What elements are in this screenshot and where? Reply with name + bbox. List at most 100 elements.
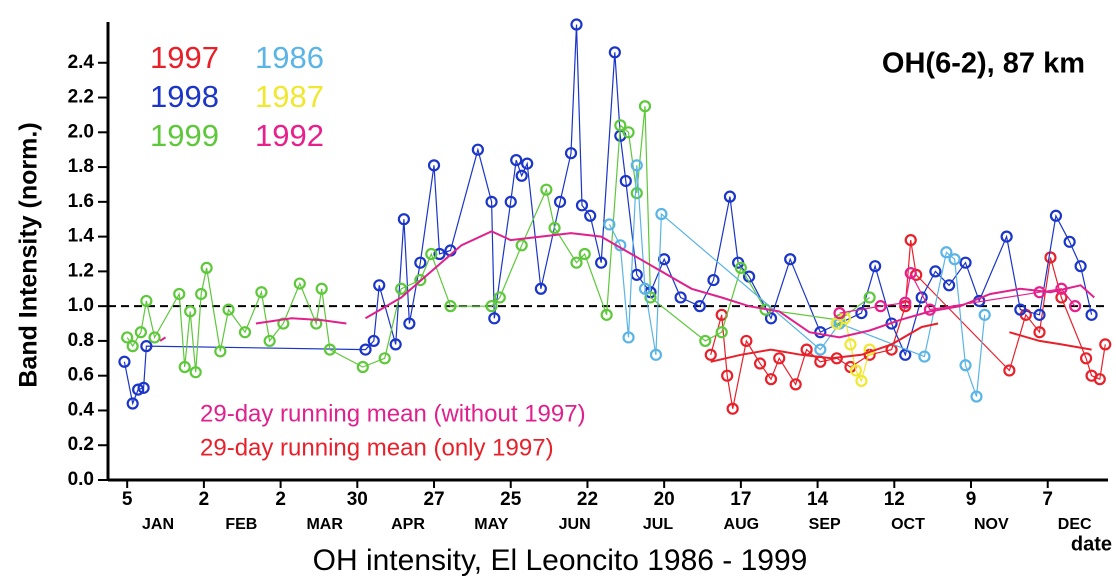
data-point bbox=[734, 261, 747, 275]
data-point bbox=[148, 331, 161, 344]
data-point bbox=[655, 207, 668, 221]
data-point bbox=[178, 360, 191, 374]
data-point bbox=[674, 291, 687, 304]
data-point bbox=[638, 282, 652, 295]
data-point bbox=[869, 260, 882, 273]
data-point bbox=[403, 317, 416, 330]
data-point bbox=[564, 147, 578, 160]
y-tick-label: 2.2 bbox=[68, 87, 94, 108]
data-point bbox=[929, 265, 942, 278]
series-line bbox=[123, 24, 1093, 406]
running-mean-legend: 29-day running mean (only 1997) bbox=[200, 434, 554, 461]
data-point bbox=[578, 247, 591, 261]
data-point bbox=[600, 308, 613, 321]
data-point bbox=[121, 331, 134, 344]
y-tick-label: 1.8 bbox=[68, 156, 94, 177]
data-point bbox=[137, 381, 150, 394]
y-tick-label: 0.2 bbox=[68, 434, 94, 455]
x-tick-label: 30 bbox=[347, 489, 368, 510]
data-point bbox=[940, 246, 953, 259]
x-tick-label: 20 bbox=[654, 489, 675, 510]
data-point bbox=[833, 307, 846, 320]
data-point bbox=[715, 326, 728, 339]
month-label: MAY bbox=[474, 516, 508, 533]
x-tick-label: 2 bbox=[275, 489, 286, 510]
data-point bbox=[619, 174, 632, 188]
month-label: JUL bbox=[643, 516, 673, 533]
data-point bbox=[427, 159, 441, 172]
running-mean-line bbox=[159, 230, 1095, 342]
data-point bbox=[414, 256, 427, 269]
data-point bbox=[740, 334, 753, 348]
month-label: JAN bbox=[142, 516, 174, 533]
data-point bbox=[140, 294, 153, 308]
legend-entry: 1998 bbox=[150, 79, 219, 114]
y-tick-label: 2.0 bbox=[68, 121, 94, 142]
legend-entry: 1987 bbox=[255, 79, 324, 114]
data-point bbox=[488, 312, 501, 325]
running-mean-line bbox=[710, 322, 1092, 363]
data-point bbox=[721, 369, 734, 382]
data-point bbox=[515, 169, 528, 182]
data-point bbox=[1079, 352, 1093, 365]
data-point bbox=[899, 348, 912, 361]
data-point bbox=[855, 374, 868, 388]
data-point bbox=[814, 343, 827, 356]
data-point bbox=[726, 402, 739, 415]
data-point bbox=[548, 221, 561, 235]
data-point bbox=[493, 291, 506, 304]
data-point bbox=[378, 352, 391, 365]
y-tick-label: 1.4 bbox=[68, 226, 95, 247]
data-point bbox=[704, 348, 717, 361]
data-point bbox=[1014, 303, 1027, 316]
data-point bbox=[1049, 209, 1063, 222]
y-axis-label: Band Intensity (norm.) bbox=[15, 122, 43, 387]
data-point bbox=[630, 187, 643, 200]
data-point bbox=[915, 291, 928, 304]
data-point bbox=[184, 305, 197, 318]
data-point bbox=[723, 190, 737, 203]
data-point bbox=[918, 350, 931, 363]
data-point bbox=[1000, 230, 1013, 243]
x-tick-label: 27 bbox=[423, 489, 444, 510]
data-point bbox=[863, 291, 876, 304]
x-tick-label: 9 bbox=[966, 489, 977, 510]
data-point bbox=[644, 291, 657, 304]
data-point bbox=[649, 348, 663, 361]
data-point bbox=[425, 247, 438, 261]
data-point bbox=[126, 397, 139, 410]
data-point bbox=[238, 326, 252, 339]
data-point bbox=[789, 378, 802, 391]
data-point bbox=[570, 256, 583, 269]
data-point bbox=[942, 279, 956, 292]
data-point bbox=[608, 46, 621, 59]
data-point bbox=[707, 273, 720, 287]
data-point bbox=[214, 345, 227, 358]
data-point bbox=[189, 366, 202, 379]
data-point bbox=[784, 253, 797, 266]
data-point bbox=[510, 154, 523, 167]
series-line bbox=[608, 165, 986, 397]
legend-entry: 1997 bbox=[150, 40, 219, 75]
data-point bbox=[970, 390, 983, 403]
x-tick-label: 17 bbox=[730, 489, 751, 510]
data-point bbox=[444, 300, 457, 313]
month-label: JUN bbox=[559, 516, 591, 533]
data-point bbox=[540, 183, 553, 196]
x-tick-label: 22 bbox=[577, 489, 598, 510]
data-point bbox=[367, 334, 380, 348]
data-point bbox=[485, 195, 498, 208]
data-point bbox=[1003, 364, 1016, 377]
data-point bbox=[515, 239, 528, 252]
month-label: MAR bbox=[306, 516, 343, 533]
month-label: APR bbox=[391, 516, 425, 533]
month-label: FEB bbox=[225, 516, 257, 533]
series-line bbox=[126, 106, 870, 373]
data-point bbox=[874, 300, 887, 313]
data-point bbox=[118, 355, 131, 368]
y-tick-label: 0.4 bbox=[68, 399, 95, 420]
data-point bbox=[1033, 308, 1046, 321]
data-point bbox=[1044, 251, 1057, 264]
x-tick-label: 7 bbox=[1042, 489, 1053, 510]
